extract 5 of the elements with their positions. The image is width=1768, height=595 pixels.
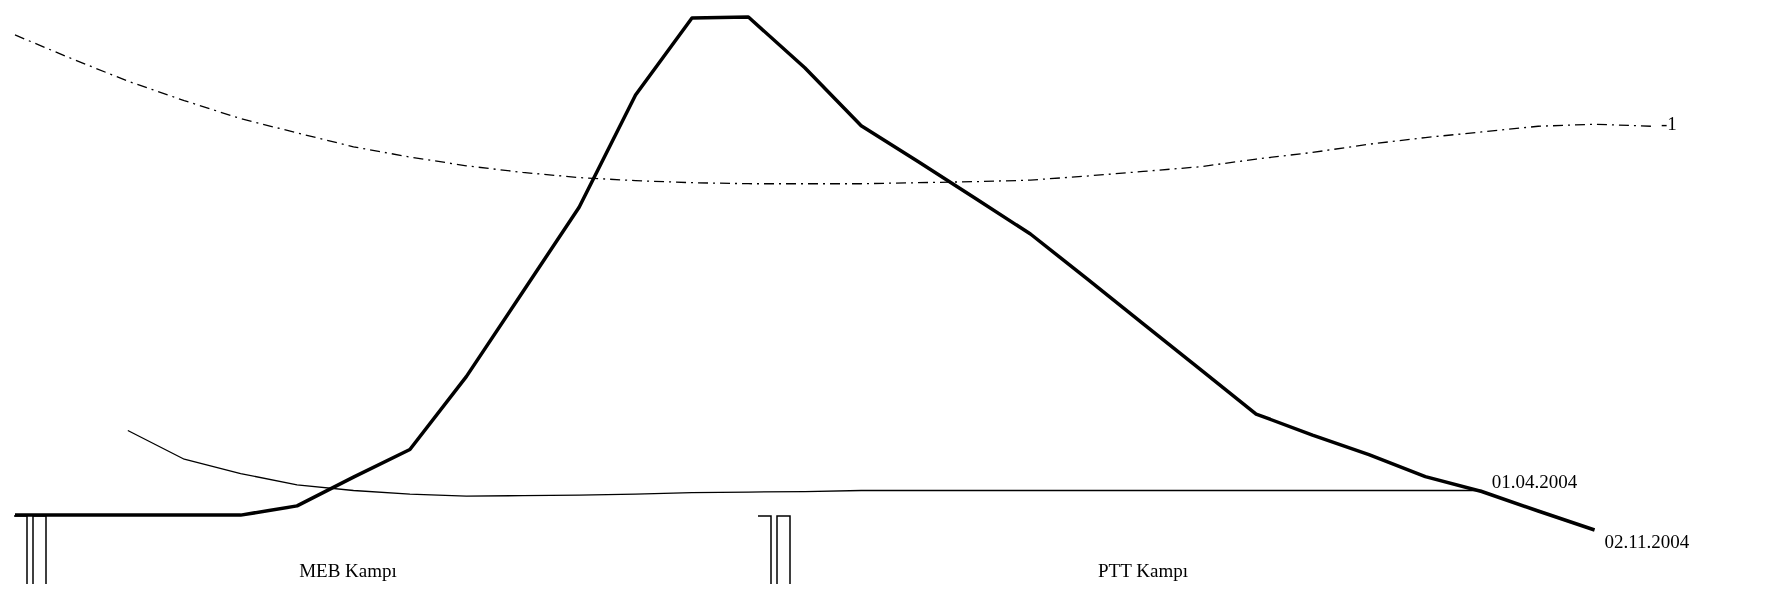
series-label: 01.04.2004 — [1491, 471, 1578, 494]
text: PTT Kampı — [1098, 560, 1188, 582]
text: MEB Kampı — [299, 560, 397, 582]
series-label: -1 — [1661, 113, 1677, 136]
series-label: 02.11.2004 — [1604, 531, 1690, 553]
